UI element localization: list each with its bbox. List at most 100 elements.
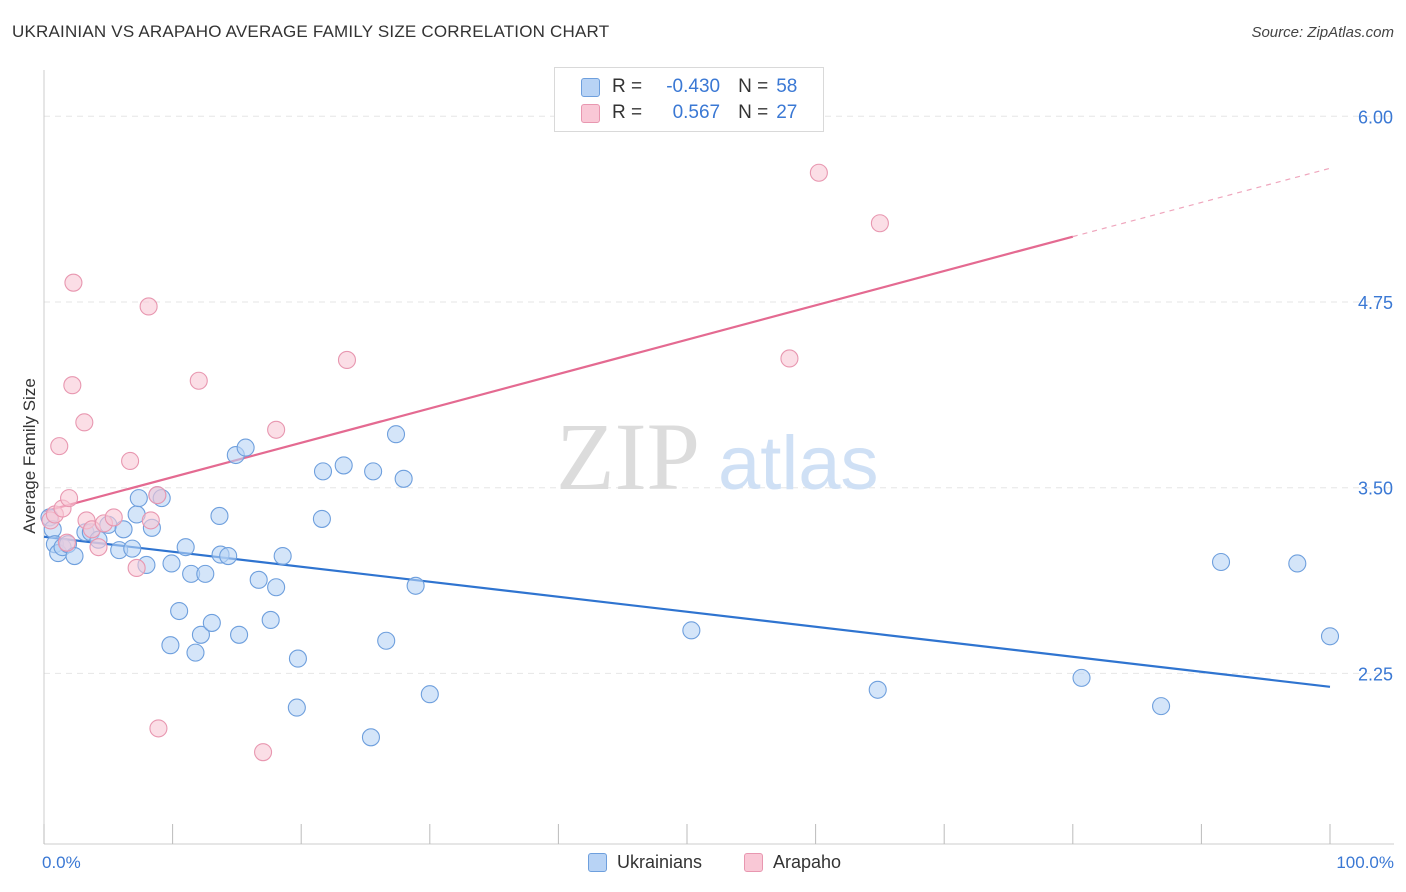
- point-arapaho: [104, 508, 123, 527]
- series-legend-ukrainians[interactable]: Ukrainians: [588, 852, 702, 873]
- point-ukrainians: [394, 469, 413, 488]
- legend-n-value: 27: [776, 102, 798, 123]
- correlation-legend: R = -0.430 N = 58 R = 0.567 N = 27: [554, 67, 824, 132]
- point-ukrainians: [123, 539, 142, 558]
- point-ukrainians: [361, 728, 380, 747]
- point-ukrainians: [334, 456, 353, 475]
- y-tick-label: 4.75: [1358, 293, 1393, 313]
- point-arapaho: [267, 420, 286, 439]
- series-swatch-pink: [744, 853, 763, 872]
- watermark: ZIP atlas: [556, 403, 879, 510]
- point-ukrainians: [191, 625, 210, 644]
- point-ukrainians: [1211, 552, 1231, 572]
- point-arapaho: [149, 719, 168, 738]
- series-legend-label: Arapaho: [773, 852, 842, 872]
- axis-layer: 2.25 3.50 4.75 6.00: [43, 70, 1394, 845]
- point-ukrainians: [176, 538, 195, 557]
- point-ukrainians: [202, 613, 221, 632]
- point-ukrainians: [386, 425, 406, 444]
- point-ukrainians: [236, 438, 255, 457]
- point-arapaho: [337, 350, 357, 369]
- point-ukrainians: [65, 547, 84, 566]
- legend-r-label: R =: [612, 76, 643, 97]
- point-ukrainians: [1072, 668, 1091, 687]
- legend-row-ukrainians: R = -0.430 N = 58: [581, 76, 797, 98]
- point-ukrainians: [312, 509, 331, 528]
- x-tick-label-max: 100.0%: [1336, 853, 1394, 872]
- series-legend-arapaho[interactable]: Arapaho: [744, 852, 841, 873]
- point-ukrainians: [186, 643, 205, 662]
- point-arapaho: [141, 511, 160, 530]
- point-arapaho: [148, 486, 167, 505]
- point-ukrainians: [170, 601, 189, 621]
- trend-layer: [43, 167, 1331, 688]
- series-legend: Ukrainians Arapaho: [0, 852, 1406, 876]
- source-label: Source: ZipAtlas.com: [1251, 24, 1394, 41]
- point-arapaho: [60, 489, 79, 508]
- chart-title: UKRAINIAN VS ARAPAHO AVERAGE FAMILY SIZE…: [12, 22, 610, 41]
- legend-r-value: -0.430: [666, 76, 721, 97]
- point-arapaho: [870, 214, 889, 233]
- point-ukrainians: [682, 621, 701, 640]
- y-tick-label: 6.00: [1358, 107, 1393, 127]
- point-ukrainians: [420, 685, 439, 704]
- point-ukrainians: [1288, 554, 1307, 573]
- legend-swatch-blue: [581, 77, 600, 97]
- grid-layer: [44, 115, 1394, 674]
- point-ukrainians: [377, 631, 396, 650]
- y-tick-label: 3.50: [1358, 479, 1393, 499]
- y-axis-label: Average Family Size: [20, 378, 39, 534]
- point-arapaho: [89, 538, 108, 557]
- watermark-atlas: atlas: [718, 421, 879, 506]
- point-ukrainians: [114, 520, 133, 539]
- trendline-arapaho: [43, 235, 1074, 513]
- point-ukrainians: [129, 489, 148, 508]
- point-arapaho: [780, 349, 799, 368]
- points-layer: [40, 163, 1340, 762]
- point-arapaho: [127, 558, 146, 577]
- point-arapaho: [139, 297, 158, 316]
- point-ukrainians: [287, 698, 306, 717]
- point-arapaho: [75, 413, 94, 432]
- point-arapaho: [63, 376, 82, 395]
- point-arapaho: [50, 437, 69, 456]
- x-tick-label-min: 0.0%: [42, 853, 81, 872]
- point-arapaho: [254, 743, 273, 762]
- point-ukrainians: [219, 547, 238, 566]
- point-ukrainians: [406, 576, 425, 595]
- trendline-extension-arapaho: [1072, 167, 1331, 238]
- point-ukrainians: [210, 506, 229, 525]
- point-ukrainians: [249, 570, 268, 589]
- point-arapaho: [189, 371, 208, 390]
- series-legend-label: Ukrainians: [617, 852, 703, 872]
- legend-n-value: 58: [776, 76, 798, 97]
- trendline-ukrainians: [43, 535, 1331, 688]
- point-ukrainians: [162, 554, 181, 573]
- legend-swatch-pink: [581, 103, 600, 123]
- watermark-zip: ZIP: [556, 403, 700, 510]
- point-ukrainians: [868, 680, 887, 699]
- point-ukrainians: [230, 625, 249, 644]
- legend-r-label: R =: [612, 102, 643, 123]
- point-arapaho: [57, 533, 76, 552]
- point-ukrainians: [161, 636, 180, 655]
- point-arapaho: [121, 451, 140, 471]
- point-ukrainians: [1152, 697, 1171, 716]
- y-tick-label: 2.25: [1358, 664, 1393, 684]
- point-arapaho: [809, 163, 828, 182]
- point-ukrainians: [273, 547, 292, 566]
- legend-n-label: N =: [738, 102, 769, 123]
- point-ukrainians: [1320, 627, 1340, 646]
- legend-r-value: 0.567: [672, 102, 721, 123]
- point-arapaho: [64, 273, 83, 292]
- point-ukrainians: [364, 462, 383, 481]
- legend-row-arapaho: R = 0.567 N = 27: [581, 102, 797, 124]
- point-ukrainians: [196, 564, 215, 583]
- series-swatch-blue: [588, 853, 607, 872]
- point-ukrainians: [313, 462, 333, 481]
- point-ukrainians: [261, 610, 280, 629]
- legend-n-label: N =: [738, 76, 769, 97]
- point-ukrainians: [288, 649, 307, 668]
- point-ukrainians: [267, 578, 286, 597]
